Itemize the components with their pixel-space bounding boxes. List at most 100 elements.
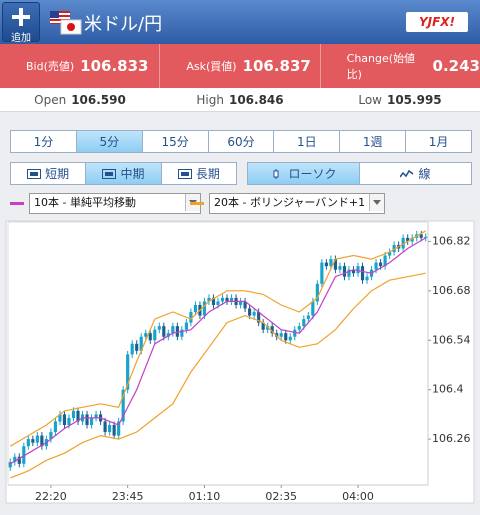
- tab-label: ローソク: [288, 167, 337, 181]
- tab-label: 1分: [33, 135, 54, 149]
- candle-body: [329, 259, 333, 267]
- candle-body: [157, 326, 161, 330]
- candle-body: [342, 266, 347, 277]
- candle-body: [108, 424, 112, 433]
- x-tick-label: 04:00: [342, 490, 374, 503]
- tab[interactable]: 1日: [274, 131, 341, 152]
- indicator-select[interactable]: 10本 - 単純平均移動: [29, 193, 201, 214]
- tab[interactable]: 1月: [406, 131, 471, 152]
- candle-body: [202, 301, 207, 316]
- candle-body: [94, 414, 98, 418]
- currency-flags: [50, 11, 82, 35]
- candle-body: [324, 262, 328, 267]
- quote-cell: Ask(買値) 106.837: [160, 44, 321, 88]
- candle-body: [243, 301, 247, 309]
- indicator-line: [9, 230, 427, 447]
- stats-row: Open 106.590 High 106.846 Low 105.995: [0, 88, 480, 112]
- y-tick-label: 106.26: [432, 432, 471, 445]
- dropdown-arrow: [369, 194, 384, 211]
- candle-body: [239, 301, 243, 305]
- candle-body: [31, 439, 35, 443]
- candle-body: [121, 389, 125, 422]
- candle-body: [379, 262, 383, 267]
- candle-body: [117, 421, 121, 436]
- tab[interactable]: ローソク: [248, 163, 360, 184]
- candle-body: [333, 259, 337, 270]
- candle-body: [401, 237, 405, 249]
- tab[interactable]: 短期: [11, 163, 87, 184]
- tab[interactable]: 長期: [162, 163, 236, 184]
- candle-body: [261, 322, 265, 330]
- candle-body: [284, 333, 288, 341]
- indicator-legend: 10本 - 単純平均移動 20本 - ボリンジャーバンド+1: [10, 193, 472, 214]
- candle-body: [162, 326, 166, 337]
- candle-body: [139, 336, 143, 351]
- plus-icon: [12, 8, 30, 26]
- stat-cell: High 106.846: [160, 88, 320, 111]
- tab[interactable]: 60分: [209, 131, 275, 152]
- candle-body: [85, 414, 89, 425]
- stat-cell: Open 106.590: [0, 88, 160, 111]
- candle-body: [35, 435, 39, 443]
- y-tick-label: 106.54: [432, 333, 471, 346]
- candle-body: [193, 304, 197, 313]
- legend-item: 10本 - 単純平均移動: [10, 193, 201, 214]
- candle-body: [148, 333, 152, 341]
- candle-body: [49, 432, 53, 440]
- candle-body: [130, 343, 134, 355]
- x-tick-label: 22:20: [35, 490, 67, 503]
- tab-label: 60分: [227, 135, 255, 149]
- candle-body: [67, 417, 71, 425]
- candle-body: [112, 424, 116, 436]
- add-label: 追加: [11, 33, 31, 44]
- stat-label: High: [196, 92, 224, 107]
- x-tick-label: 23:45: [112, 490, 144, 503]
- candle-body: [166, 333, 170, 337]
- indicator-select[interactable]: 20本 - ボリンジャーバンド+1: [209, 193, 385, 214]
- quote-value: 106.833: [80, 57, 149, 75]
- quote-value: 0.243: [432, 57, 480, 75]
- candle-body: [266, 326, 270, 330]
- tab[interactable]: 1分: [11, 131, 77, 152]
- candle-body: [347, 269, 351, 277]
- candle-body: [53, 421, 57, 433]
- candle-body: [383, 255, 387, 267]
- indicator-name: 20本 - ボリンジャーバンド+1: [214, 196, 366, 209]
- tab[interactable]: 15分: [143, 131, 209, 152]
- tab[interactable]: 線: [360, 163, 471, 184]
- tab[interactable]: 中期: [86, 163, 162, 184]
- candle-body: [279, 333, 283, 337]
- candle-body: [144, 333, 148, 337]
- candle-body: [229, 297, 234, 302]
- tab[interactable]: 5分: [76, 131, 143, 152]
- quote-label: Change(始値比): [346, 52, 416, 81]
- quote-label: Ask(買値): [186, 60, 237, 73]
- style-tabs: ローソク 線: [247, 162, 472, 185]
- tab[interactable]: 1週: [340, 131, 407, 152]
- candle-body: [297, 326, 301, 330]
- quote-cell: Change(始値比) 0.243: [321, 44, 480, 88]
- legend-swatch: [10, 202, 24, 205]
- candle-body: [392, 244, 396, 253]
- candle-body: [62, 414, 67, 425]
- candle-body: [275, 333, 279, 337]
- logo: YJFX!: [406, 12, 468, 32]
- candle-body: [315, 283, 319, 302]
- candle-body: [8, 462, 12, 468]
- stat-value: 105.995: [386, 92, 442, 107]
- candle-body: [248, 308, 252, 316]
- x-tick-label: 02:35: [265, 490, 297, 503]
- add-button[interactable]: 追加: [2, 2, 40, 44]
- chart-panel: [5, 220, 475, 504]
- x-tick-label: 01:10: [189, 490, 221, 503]
- candle-body: [71, 410, 76, 418]
- tab-label: 1日: [297, 135, 317, 149]
- candle-body: [17, 456, 21, 464]
- candle-body: [220, 297, 225, 302]
- candle-body: [171, 326, 175, 334]
- candle-body: [302, 319, 306, 327]
- tab-icon: [177, 168, 192, 179]
- candle-body: [76, 410, 80, 422]
- quote-row: Bid(売値) 106.833 Ask(買値) 106.837 Change(始値比) 0…: [0, 44, 480, 88]
